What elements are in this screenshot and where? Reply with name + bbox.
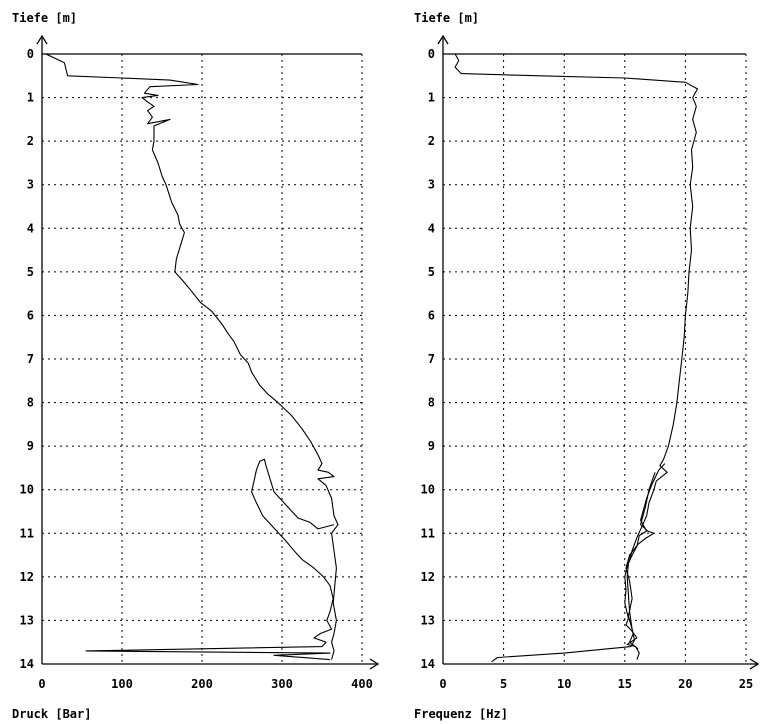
- right-x-tick-label: 25: [739, 677, 753, 691]
- left-y-tick-label: 9: [27, 439, 34, 453]
- left-x-tick-label: 200: [191, 677, 213, 691]
- left-y-tick-label: 1: [27, 91, 34, 105]
- left-y-tick-label: 10: [20, 483, 34, 497]
- left-y-tick-label: 11: [20, 526, 34, 540]
- left-x-axis-arrow: [369, 658, 380, 670]
- left-x-tick-label: 400: [351, 677, 373, 691]
- right-y-axis-title: Tiefe [m]: [414, 11, 479, 25]
- left-y-tick-label: 4: [27, 221, 34, 235]
- right-y-tick-label: 3: [428, 178, 435, 192]
- left-chart-pressure: Tiefe [m] Druck [Bar] 012345678910111213…: [12, 11, 380, 721]
- right-y-tick-label: 14: [421, 657, 435, 671]
- left-y-tick-label: 3: [27, 178, 34, 192]
- right-y-tick-label: 2: [428, 134, 435, 148]
- right-y-tick-label: 1: [428, 91, 435, 105]
- right-axes: [437, 34, 760, 670]
- left-series-line-2: [85, 458, 335, 661]
- left-y-tick-label: 12: [20, 570, 34, 584]
- right-x-axis-arrow: [749, 658, 760, 670]
- left-y-tick-label: 0: [27, 47, 34, 61]
- left-y-tick-label: 6: [27, 308, 34, 322]
- right-series-line-2: [624, 463, 666, 660]
- left-grid: [42, 54, 363, 665]
- left-x-axis-title: Druck [Bar]: [12, 707, 91, 721]
- right-chart-frequency: Tiefe [m] Frequenz [Hz] 0123456789101112…: [414, 11, 760, 721]
- right-y-tick-label: 6: [428, 308, 435, 322]
- right-y-tick-label: 4: [428, 221, 435, 235]
- left-y-tick-label: 2: [27, 134, 34, 148]
- left-y-tick-label: 8: [27, 396, 34, 410]
- right-y-tick-label: 10: [421, 483, 435, 497]
- right-x-tick-label: 20: [678, 677, 692, 691]
- left-y-tick-label: 13: [20, 613, 34, 627]
- right-series-line-1: [454, 53, 699, 663]
- right-x-tick-label: 15: [618, 677, 632, 691]
- right-series-line-3: [625, 472, 656, 650]
- right-y-tick-label: 13: [421, 613, 435, 627]
- right-y-tick-label: 8: [428, 396, 435, 410]
- left-y-axis-title: Tiefe [m]: [12, 11, 77, 25]
- left-series-line-1: [45, 53, 339, 660]
- right-y-tick-label: 0: [428, 47, 435, 61]
- right-x-tick-label: 0: [439, 677, 446, 691]
- right-x-tick-label: 10: [557, 677, 571, 691]
- right-y-tick-label: 7: [428, 352, 435, 366]
- left-x-tick-label: 100: [111, 677, 133, 691]
- right-y-tick-label: 5: [428, 265, 435, 279]
- right-y-tick-label: 9: [428, 439, 435, 453]
- left-y-tick-label: 7: [27, 352, 34, 366]
- left-y-tick-label: 14: [20, 657, 34, 671]
- left-series: [45, 53, 339, 661]
- right-x-tick-label: 5: [500, 677, 507, 691]
- left-x-tick-labels: 0 100 200 300 400: [38, 677, 372, 691]
- right-y-tick-label: 11: [421, 526, 435, 540]
- left-y-tick-label: 5: [27, 265, 34, 279]
- left-axes: [36, 34, 380, 670]
- left-x-tick-label: 0: [38, 677, 45, 691]
- right-y-axis-arrow: [437, 34, 449, 45]
- right-y-tick-label: 12: [421, 570, 435, 584]
- right-grid: [443, 54, 747, 665]
- left-y-axis-arrow: [36, 34, 48, 45]
- right-x-tick-labels: 0 5 10 15 20 25: [439, 677, 753, 691]
- right-x-axis-title: Frequenz [Hz]: [414, 707, 508, 721]
- right-series: [454, 53, 699, 663]
- left-x-tick-label: 300: [271, 677, 293, 691]
